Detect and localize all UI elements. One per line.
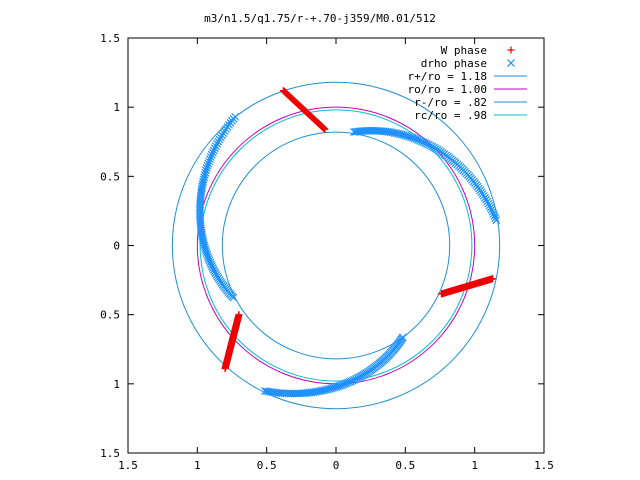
legend-label: W phase: [441, 44, 487, 57]
x-tick-label: 1.5: [534, 459, 554, 472]
data-series: [195, 87, 501, 398]
drho-phase-point: [491, 214, 500, 222]
series-x: [195, 112, 501, 398]
drho-phase-point: [215, 135, 224, 144]
x-tick-label: 0.5: [257, 459, 277, 472]
legend-label: r+/ro = 1.18: [408, 70, 487, 83]
drho-phase-point: [507, 59, 515, 67]
drho-phase-point: [483, 197, 492, 206]
drho-phase-point: [208, 148, 217, 157]
reference-circles: [171, 81, 501, 410]
x-tick-label: 1.5: [118, 459, 138, 472]
radius-circle: [171, 81, 501, 410]
drho-phase-point: [202, 164, 211, 173]
drho-phase-point: [229, 293, 238, 302]
drho-phase-point: [203, 162, 212, 170]
drho-phase-point: [212, 142, 220, 150]
drho-phase-point: [204, 159, 213, 168]
drho-phase-point: [210, 144, 219, 153]
chart-title: m3/n1.5/q1.75/r-+.70-j359/M0.01/512: [204, 12, 436, 25]
drho-phase-point: [492, 216, 501, 225]
legend-label: rc/ro = .98: [414, 109, 487, 122]
drho-phase-point: [213, 139, 221, 148]
y-tick-label: 0.5: [100, 170, 120, 183]
drho-phase-point: [490, 211, 499, 220]
y-tick-label: 1: [113, 378, 120, 391]
y-tick-label: 0.5: [100, 309, 120, 322]
drho-phase-point: [484, 199, 493, 208]
drho-phase-point: [202, 166, 210, 175]
drho-phase-point: [200, 171, 209, 179]
drho-phase-point: [206, 155, 214, 164]
legend-label: r-/ro = .82: [414, 96, 487, 109]
drho-phase-point: [487, 205, 496, 214]
x-tick-label: 0.5: [395, 459, 415, 472]
w-phase-point: [221, 365, 229, 373]
x-tick-label: 1: [194, 459, 201, 472]
drho-phase-point: [205, 157, 214, 166]
drho-phase-point: [206, 153, 215, 161]
drho-phase-point: [201, 168, 210, 177]
legend-label: ro/ro = 1.00: [408, 83, 487, 96]
w-phase-point: [507, 46, 515, 54]
x-tick-label: 0: [333, 459, 340, 472]
drho-phase-point: [398, 333, 407, 342]
drho-phase-point: [489, 209, 498, 218]
drho-phase-point: [214, 137, 223, 146]
drho-phase-point: [209, 146, 218, 155]
y-tick-label: 1.5: [100, 32, 120, 45]
w-phase-point: [489, 275, 497, 283]
legend-label: drho phase: [421, 57, 487, 70]
drho-phase-point: [207, 150, 216, 159]
drho-phase-point: [216, 133, 225, 142]
series-+: [221, 87, 497, 373]
y-tick-label: 1: [113, 101, 120, 114]
x-tick-label: 1: [471, 459, 478, 472]
radius-circle: [221, 131, 451, 360]
drho-phase-point: [486, 203, 495, 212]
w-phase-point: [321, 125, 329, 133]
y-tick-label: 0: [113, 240, 120, 253]
axis-ticks: 1.5 1 0.5 0 0.5 1 1.51.510.500.511.5: [100, 32, 554, 472]
drho-phase-point: [200, 173, 209, 182]
drho-phase-point: [485, 201, 494, 210]
y-tick-label: 1.5: [100, 447, 120, 460]
drho-phase-point: [488, 207, 497, 216]
radius-circle: [199, 109, 473, 382]
